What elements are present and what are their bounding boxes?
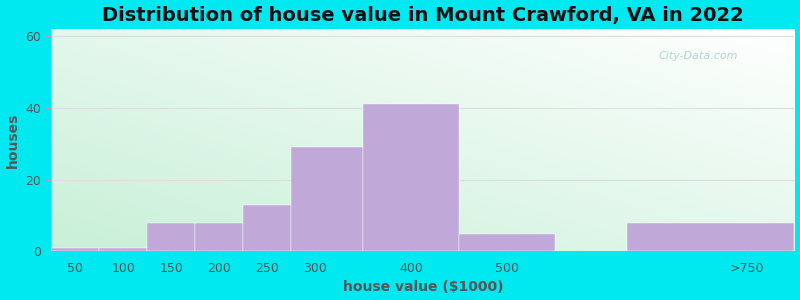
Bar [195, 223, 243, 251]
Bar [291, 147, 363, 251]
Bar [459, 233, 554, 251]
Bar [51, 248, 99, 251]
Bar [363, 104, 459, 251]
X-axis label: house value ($1000): house value ($1000) [342, 280, 503, 294]
Text: City-Data.com: City-Data.com [658, 51, 738, 61]
Bar [147, 223, 195, 251]
Bar [626, 223, 794, 251]
Title: Distribution of house value in Mount Crawford, VA in 2022: Distribution of house value in Mount Cra… [102, 6, 744, 25]
Y-axis label: houses: houses [6, 112, 19, 168]
Bar [99, 248, 147, 251]
Bar [243, 205, 291, 251]
